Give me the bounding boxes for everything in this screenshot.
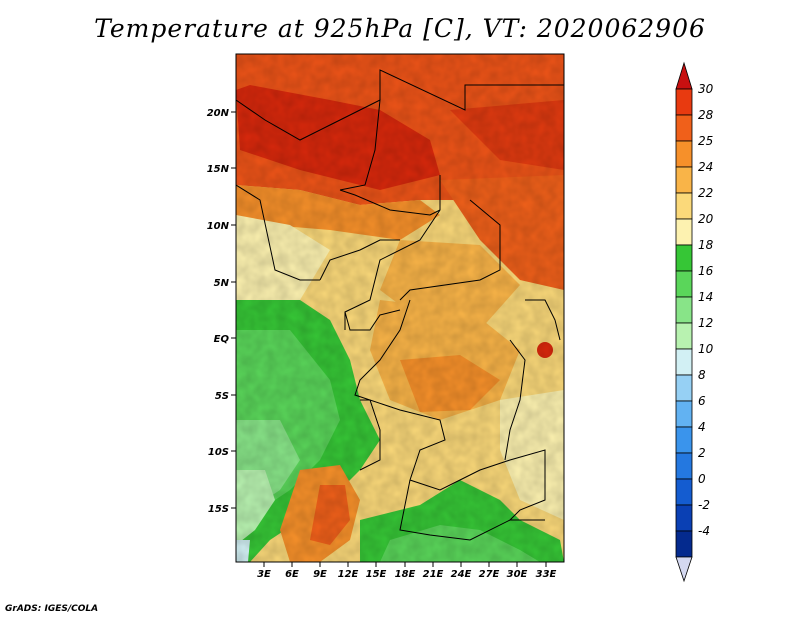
lat-label-eq: EQ xyxy=(214,334,230,345)
lon-tick: 18E xyxy=(395,562,416,580)
lon-tick: 27E xyxy=(479,562,500,580)
colorbar-bottom-arrow xyxy=(675,556,693,583)
colorbar-segment xyxy=(675,166,693,194)
colorbar-label: 28 xyxy=(698,108,714,122)
colorbar-segment xyxy=(675,88,693,116)
lat-label-5n: 5N xyxy=(214,278,230,289)
lon-label-18e: 18E xyxy=(395,569,416,580)
colorbar-segment xyxy=(675,400,693,428)
lon-tick: 30E xyxy=(507,562,528,580)
lat-tick: EQ xyxy=(214,334,236,345)
temperature-field xyxy=(236,54,564,562)
country-borders xyxy=(236,69,564,541)
colorbar-segment xyxy=(675,140,693,168)
lat-label-10s: 10S xyxy=(208,447,229,458)
lat-tick: 15N xyxy=(207,164,236,175)
colorbar-label: 12 xyxy=(698,316,713,330)
colorbar-segment xyxy=(675,270,693,298)
lon-label-15e: 15E xyxy=(366,569,387,580)
colorbar-label: 8 xyxy=(698,368,706,382)
lon-label-12e: 12E xyxy=(338,569,359,580)
grads-credit: GrADS: IGES/COLA xyxy=(5,604,99,614)
lat-tick: 20N xyxy=(207,108,236,119)
lat-tick: 10N xyxy=(207,221,236,232)
colorbar-label: 0 xyxy=(698,472,706,486)
colorbar-segment xyxy=(675,296,693,324)
lon-label-6e: 6E xyxy=(285,569,299,580)
latitude-axis: 20N 15N 10N 5N EQ 5S 10S 15S xyxy=(207,108,236,515)
colorbar-label: 16 xyxy=(698,264,714,278)
lon-label-3e: 3E xyxy=(257,569,271,580)
lon-tick: 21E xyxy=(423,562,444,580)
map-title: Temperature at 925hPa [C], VT: 202006290… xyxy=(94,14,706,43)
colorbar-segment xyxy=(675,114,693,142)
colorbar-label: 22 xyxy=(698,186,713,200)
lat-label-15n: 15N xyxy=(207,164,230,175)
colorbar-label: 2 xyxy=(698,446,706,460)
lon-tick: 3E xyxy=(257,562,271,580)
lon-label-27e: 27E xyxy=(479,569,500,580)
colorbar-segment xyxy=(675,218,693,246)
lon-label-33e: 33E xyxy=(536,569,557,580)
lat-tick: 10S xyxy=(208,447,236,458)
colorbar-segment xyxy=(675,322,693,350)
longitude-axis: 3E 6E 9E 12E 15E 18E 21E 24E 27E 30E 33E xyxy=(257,562,557,580)
colorbar-segment xyxy=(675,452,693,480)
colorbar-label: 20 xyxy=(698,212,714,226)
colorbar-top-arrow xyxy=(675,61,693,90)
lon-tick: 24E xyxy=(451,562,472,580)
lat-label-20n: 20N xyxy=(207,108,230,119)
lon-tick: 9E xyxy=(313,562,327,580)
lat-tick: 5S xyxy=(215,391,236,402)
colorbar-segment xyxy=(675,478,693,506)
colorbar-segment xyxy=(675,374,693,402)
lon-label-30e: 30E xyxy=(507,569,528,580)
lat-label-10n: 10N xyxy=(207,221,230,232)
colorbar-label: 4 xyxy=(698,420,706,434)
colorbar-segment xyxy=(675,426,693,454)
lon-tick: 6E xyxy=(285,562,299,580)
colorbar-label: 6 xyxy=(698,394,706,408)
lon-tick: 12E xyxy=(338,562,359,580)
colorbar-label: -2 xyxy=(698,498,710,512)
map-frame xyxy=(235,53,565,563)
lat-tick: 15S xyxy=(208,504,236,515)
colorbar-label: -4 xyxy=(698,524,710,538)
colorbar-label: 30 xyxy=(698,82,714,96)
lat-label-15s: 15S xyxy=(208,504,229,515)
lon-tick: 33E xyxy=(536,562,557,580)
colorbar-segment xyxy=(675,348,693,376)
colorbar-label: 25 xyxy=(698,134,713,148)
colorbar-segment xyxy=(675,192,693,220)
lon-tick: 15E xyxy=(366,562,387,580)
colorbar-label: 24 xyxy=(698,160,713,174)
colorbar-segment xyxy=(675,504,693,532)
colorbar-segment xyxy=(675,530,693,558)
colorbar-label: 18 xyxy=(698,238,714,252)
lon-label-21e: 21E xyxy=(423,569,444,580)
colorbar-segment xyxy=(675,244,693,272)
lon-label-24e: 24E xyxy=(451,569,472,580)
colorbar-label: 10 xyxy=(698,342,714,356)
lon-label-9e: 9E xyxy=(313,569,327,580)
colorbar-label: 14 xyxy=(698,290,713,304)
lat-tick: 5N xyxy=(214,278,236,289)
lat-label-5s: 5S xyxy=(215,391,229,402)
